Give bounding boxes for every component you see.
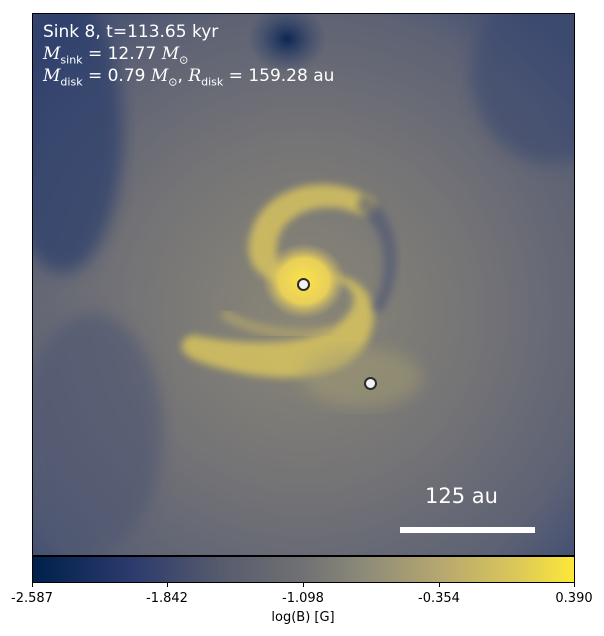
sink-time-label: Sink 8, t=113.65 kyr bbox=[43, 22, 219, 42]
disk-radius-value: = 159.28 au bbox=[223, 66, 335, 86]
disk-radius-symbol: R bbox=[188, 66, 202, 86]
colorbar-tick bbox=[303, 583, 304, 587]
colorbar bbox=[32, 556, 575, 583]
sink-secondary-marker bbox=[364, 377, 377, 390]
solar-mass-symbol: M bbox=[161, 44, 180, 64]
colorbar-tick bbox=[167, 583, 168, 587]
scale-bar-label: 125 au bbox=[425, 484, 498, 508]
comma: , bbox=[177, 66, 189, 86]
sink-primary-marker bbox=[297, 278, 310, 291]
colorbar-label: log(B) [G] bbox=[271, 610, 335, 625]
colorbar-tick-label: -1.842 bbox=[146, 591, 188, 606]
colorbar-tick bbox=[32, 583, 33, 587]
solar-mass-subscript: ⊙ bbox=[179, 53, 189, 67]
disk-mass-symbol: M bbox=[43, 66, 61, 86]
colorbar-tick-label: -0.354 bbox=[418, 591, 460, 606]
sink-mass-symbol: M bbox=[43, 44, 61, 64]
scale-bar bbox=[400, 527, 535, 533]
disk-mass-radius-label: Mdisk = 0.79 M⊙, Rdisk = 159.28 au bbox=[43, 66, 334, 92]
colorbar-tick bbox=[574, 583, 575, 587]
magnetic-field-map: Sink 8, t=113.65 kyr Msink = 12.77 M⊙ Md… bbox=[32, 13, 575, 556]
colorbar-tick-label: 0.390 bbox=[555, 591, 593, 606]
sink-mass-value: = 12.77 bbox=[82, 44, 162, 64]
disk-radius-subscript: disk bbox=[201, 75, 224, 89]
sink-mass-label: Msink = 12.77 M⊙ bbox=[43, 44, 188, 70]
solar-mass-symbol-2: M bbox=[150, 66, 169, 86]
colorbar-tick bbox=[439, 583, 440, 587]
colorbar-tick-label: -1.098 bbox=[282, 591, 324, 606]
solar-mass-subscript-2: ⊙ bbox=[168, 75, 178, 89]
colorbar-tick-label: -2.587 bbox=[11, 591, 53, 606]
disk-mass-subscript: disk bbox=[60, 75, 83, 89]
disk-mass-value: = 0.79 bbox=[82, 66, 151, 86]
sink-mass-subscript: sink bbox=[60, 53, 83, 67]
